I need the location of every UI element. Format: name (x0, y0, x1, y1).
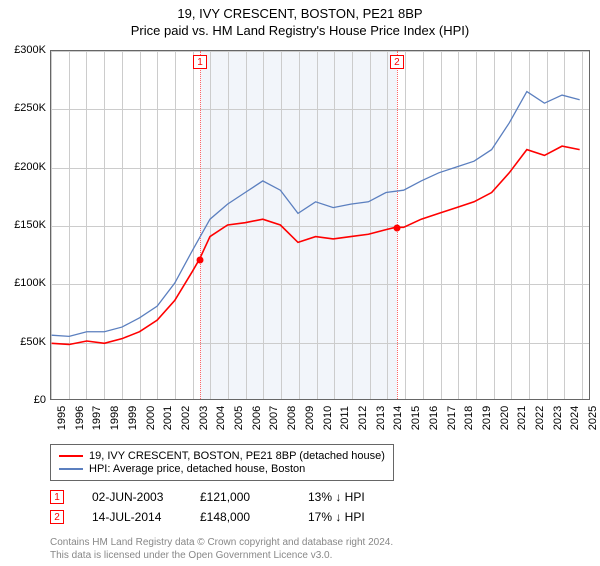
legend-item: HPI: Average price, detached house, Bost… (59, 463, 385, 475)
x-axis-label: 2021 (517, 406, 529, 430)
y-axis-label: £200K (14, 161, 46, 173)
legend-swatch (59, 455, 83, 457)
sales-table: 1 02-JUN-2003 £121,000 13% ↓ HPI 2 14-JUL-201… (50, 490, 388, 530)
chart-legend: 19, IVY CRESCENT, BOSTON, PE21 8BP (deta… (50, 444, 394, 481)
sale-delta: 13% ↓ HPI (308, 490, 388, 504)
x-axis-label: 2009 (304, 406, 316, 430)
x-axis-label: 2013 (375, 406, 387, 430)
chart-plot-area: 12 (50, 50, 590, 400)
x-axis-label: 2005 (233, 406, 245, 430)
y-axis-label: £50K (20, 336, 46, 348)
x-axis-label: 1996 (74, 406, 86, 430)
x-axis-label: 2003 (198, 406, 210, 430)
sale-price: £121,000 (200, 490, 280, 504)
x-axis-label: 2001 (162, 406, 174, 430)
y-axis-label: £300K (14, 44, 46, 56)
x-axis-label: 2008 (286, 406, 298, 430)
x-axis-label: 2025 (587, 406, 599, 430)
sale-date: 14-JUL-2014 (92, 510, 172, 524)
y-axis-label: £0 (34, 394, 46, 406)
x-axis-label: 2022 (534, 406, 546, 430)
chart-subtitle: Price paid vs. HM Land Registry's House … (0, 23, 600, 38)
x-axis-label: 1998 (109, 406, 121, 430)
series-hpi (52, 92, 580, 337)
legend-label: HPI: Average price, detached house, Bost… (89, 463, 305, 475)
x-axis-label: 2014 (393, 406, 405, 430)
sale-marker: 1 (50, 490, 64, 504)
chart-title: 19, IVY CRESCENT, BOSTON, PE21 8BP (0, 6, 600, 21)
sale-delta: 17% ↓ HPI (308, 510, 388, 524)
sale-row: 1 02-JUN-2003 £121,000 13% ↓ HPI (50, 490, 388, 504)
x-axis-label: 2020 (499, 406, 511, 430)
chart-series-svg (51, 51, 589, 399)
footer-line-2: This data is licensed under the Open Gov… (50, 550, 393, 563)
x-axis-label: 1999 (127, 406, 139, 430)
x-axis-label: 1995 (56, 406, 68, 430)
y-axis-label: £150K (14, 219, 46, 231)
x-axis-label: 2010 (322, 406, 334, 430)
x-axis-label: 2000 (145, 406, 157, 430)
x-axis-label: 2024 (570, 406, 582, 430)
x-axis-label: 1997 (92, 406, 104, 430)
x-axis-label: 2007 (269, 406, 281, 430)
x-axis-label: 2012 (357, 406, 369, 430)
x-axis-label: 2017 (446, 406, 458, 430)
x-axis-label: 2015 (410, 406, 422, 430)
footer-attribution: Contains HM Land Registry data © Crown c… (50, 537, 393, 562)
y-axis-label: £100K (14, 277, 46, 289)
sale-marker: 2 (50, 510, 64, 524)
series-price_paid (52, 146, 580, 344)
legend-item: 19, IVY CRESCENT, BOSTON, PE21 8BP (deta… (59, 450, 385, 462)
x-axis-label: 2023 (552, 406, 564, 430)
footer-line-1: Contains HM Land Registry data © Crown c… (50, 537, 393, 550)
x-axis-label: 2018 (463, 406, 475, 430)
x-axis-label: 2019 (481, 406, 493, 430)
sale-date: 02-JUN-2003 (92, 490, 172, 504)
sale-row: 2 14-JUL-2014 £148,000 17% ↓ HPI (50, 510, 388, 524)
y-axis-label: £250K (14, 102, 46, 114)
legend-label: 19, IVY CRESCENT, BOSTON, PE21 8BP (deta… (89, 450, 385, 462)
sale-price: £148,000 (200, 510, 280, 524)
x-axis-label: 2004 (216, 406, 228, 430)
x-axis-label: 2011 (339, 406, 351, 430)
x-axis-label: 2002 (180, 406, 192, 430)
legend-swatch (59, 468, 83, 470)
x-axis-label: 2016 (428, 406, 440, 430)
x-axis-label: 2006 (251, 406, 263, 430)
